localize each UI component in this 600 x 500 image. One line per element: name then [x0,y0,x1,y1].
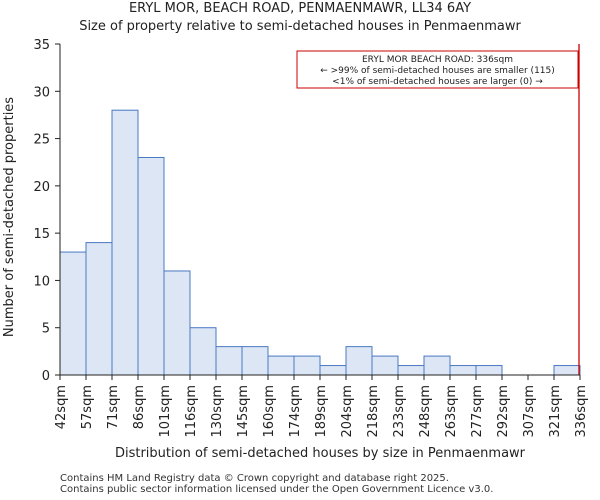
bar [163,270,191,376]
x-tick-label: 71sqm [106,385,121,429]
x-tick-label: 42sqm [54,385,69,429]
x-tick-label: 160sqm [262,385,277,438]
x-tick-label: 292sqm [496,385,511,438]
bar [267,355,295,376]
x-tick-label: 101sqm [158,385,173,438]
x-tick-label: 248sqm [418,385,433,438]
y-tick-label: 0 [42,369,50,384]
bar [59,251,87,376]
bar [189,327,217,376]
annotation-frame [296,50,579,89]
bar [137,156,165,376]
x-tick-label: 57sqm [80,385,95,429]
y-tick-label: 5 [42,322,50,337]
y-tick-label: 35 [33,38,50,53]
bar [449,365,477,376]
bars-group [59,109,581,376]
y-tick-label: 30 [33,85,50,100]
x-tick-label: 204sqm [340,385,355,438]
bar [319,365,347,376]
bar [111,109,139,376]
y-tick-label: 25 [33,133,50,148]
x-tick-label: 218sqm [366,385,381,438]
bar [371,355,399,376]
bar [475,365,503,376]
x-tick-label: 116sqm [184,385,199,438]
footer-line-1: Contains HM Land Registry data © Crown c… [60,473,449,484]
x-tick-label: 307sqm [522,385,537,438]
y-tick-label: 15 [33,227,50,242]
bar [85,242,113,376]
bar [345,346,373,376]
x-tick-label: 189sqm [314,385,329,438]
annotation-line: <1% of semi-detached houses are larger (… [332,77,543,87]
x-tick-label: 263sqm [444,385,459,438]
x-tick-label: 86sqm [132,385,147,429]
y-tick-label: 20 [33,180,50,195]
x-tick-label: 174sqm [288,385,303,438]
x-tick-label: 336sqm [574,385,589,438]
x-tick-label: 233sqm [392,385,407,438]
y-tick-label: 10 [33,274,50,289]
bar [293,355,321,376]
x-tick-label: 321sqm [548,385,563,438]
y-axis-label: Number of semi-detached properties [2,97,17,337]
chart-title: ERYL MOR, BEACH ROAD, PENMAENMAWR, LL34 … [128,1,472,16]
x-axis-label: Distribution of semi-detached houses by … [115,446,526,461]
bar [553,365,581,376]
x-tick-label: 130sqm [210,385,225,438]
bar [423,355,451,376]
annotation-box: ERYL MOR BEACH ROAD: 336sqm← >99% of sem… [296,50,579,89]
footer-line-2: Contains public sector information licen… [60,484,494,495]
bar [215,346,243,376]
bar [397,365,425,376]
annotation-line: ← >99% of semi-detached houses are small… [320,66,555,76]
annotation-line: ERYL MOR BEACH ROAD: 336sqm [362,55,513,65]
bar [241,346,269,376]
chart-subtitle: Size of property relative to semi-detach… [79,19,521,34]
x-tick-label: 277sqm [470,385,485,438]
x-tick-label: 145sqm [236,385,251,438]
axes-group: 0 5 10 15 20 25 30 35 42sqm 57sqm 71sqm 86sqm 101sqm… [33,38,589,438]
